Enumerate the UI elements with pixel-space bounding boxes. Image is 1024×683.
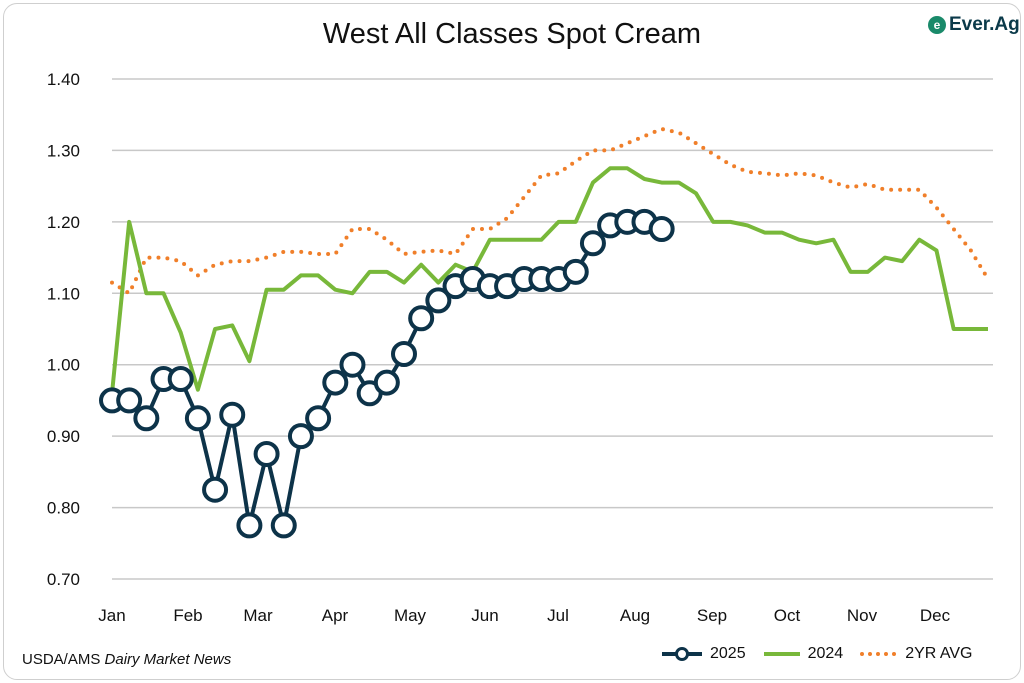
series-2025-point [425,287,452,314]
x-tick-label: Oct [774,606,801,625]
y-tick-label: 0.90 [47,427,80,446]
legend-swatch-2024 [763,652,800,656]
series-2025-point [408,305,435,332]
x-tick-label: Jan [98,606,125,625]
x-tick-label: Sep [697,606,727,625]
x-tick-label: May [394,606,427,625]
y-tick-label: 1.30 [47,141,80,160]
legend-item-2yr-avg: 2YR AVG [859,645,972,663]
y-tick-label: 1.20 [47,213,80,232]
series-2025-point [219,401,246,428]
series-2025-point [391,341,417,367]
chart-title: West All Classes Spot Cream [322,18,702,50]
x-tick-label: Dec [920,606,951,625]
x-tick-label: Mar [243,606,273,625]
series-2025-point [287,423,314,450]
x-tick-label: Aug [620,606,650,625]
x-tick-label: Jul [547,606,569,625]
series-2025-point [305,405,332,432]
y-tick-label: 1.40 [47,70,80,89]
series-2025-point [253,441,280,467]
series-2025-point [648,216,675,242]
series-2025-point [373,369,400,396]
x-tick-label: Jun [471,606,498,625]
series-2024-line [110,166,988,394]
series-2025-point [562,258,589,285]
series-2025-point [133,405,160,432]
series-2025-point [339,351,366,378]
series-2025-point [236,512,263,539]
chart-frame [3,3,1021,680]
legend-label: 2YR AVG [905,645,973,662]
series-2025-point [270,512,297,539]
logo-text: Ever.Ag [949,14,1020,35]
series-2025-point [116,387,143,414]
legend-label: 2025 [710,645,746,662]
legend: 2025 2024 2YR AVG [660,645,972,663]
legend-label: 2024 [807,645,844,662]
series-2025-point [322,369,349,396]
series-2025-point [579,230,606,257]
legend-item-2025: 2025 [660,645,746,663]
x-tick-label: Feb [173,606,202,625]
x-tick-label: Apr [322,606,349,625]
legend-swatch-2025 [662,647,702,661]
logo-mark-icon: e [928,16,946,34]
y-tick-label: 1.00 [47,356,80,375]
y-tick-label: 1.10 [47,284,80,303]
series-2yr-avg-line [110,126,990,297]
source-italic: Dairy Market News [104,651,232,668]
source-note: USDA/AMS Dairy Market News [22,651,231,668]
legend-swatch-2yr-avg [860,652,900,656]
x-tick-label: Nov [847,606,878,625]
y-tick-label: 0.80 [47,499,80,518]
series-2025-point [184,405,211,432]
legend-item-2024: 2024 [762,645,844,663]
ever-ag-logo: e Ever.Ag [928,14,1020,36]
series-2025-point [167,366,194,392]
y-tick-label: 0.70 [47,570,80,589]
source-prefix: USDA/AMS [22,651,105,668]
series-2025-point [202,476,229,503]
